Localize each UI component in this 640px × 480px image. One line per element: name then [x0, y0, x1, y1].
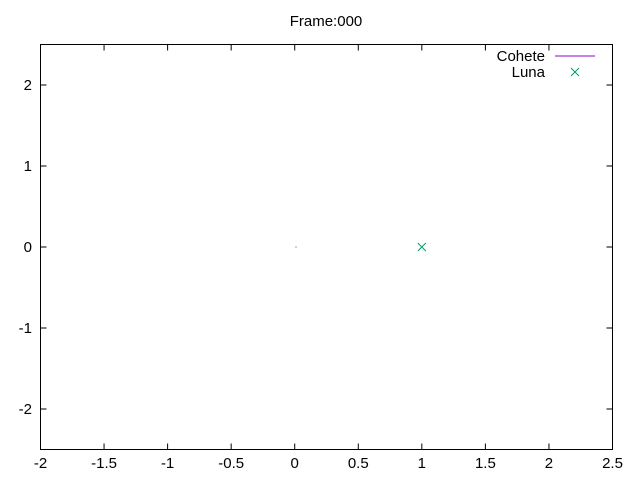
x-tick-label: 1	[418, 455, 426, 472]
y-tick-label: 2	[24, 77, 32, 94]
x-tick-label: 2.5	[602, 455, 623, 472]
x-axis: -2 -1.5 -1 -0.5 0 0.5 1 1.5 2 2.5	[34, 44, 623, 472]
y-axis: -2 -1 0 1 2	[19, 77, 613, 418]
plot-border	[40, 44, 613, 450]
x-tick-label: 2	[545, 455, 553, 472]
legend-label-cohete: Cohete	[497, 48, 545, 65]
y-tick-label: -1	[19, 320, 32, 337]
y-tick-label: 1	[24, 158, 32, 175]
x-tick-label: -0.5	[218, 455, 244, 472]
plot-area	[295, 242, 427, 252]
legend-label-luna: Luna	[512, 64, 546, 81]
x-tick-label: -1	[161, 455, 174, 472]
x-tick-label: 0.5	[348, 455, 369, 472]
chart-title: Frame:000	[290, 13, 363, 30]
x-tick-label: 1.5	[475, 455, 496, 472]
legend-swatch-luna	[570, 67, 580, 77]
y-tick-label: 0	[24, 239, 32, 256]
x-tick-label: 0	[291, 455, 299, 472]
data-point-luna	[417, 242, 427, 252]
x-tick-label: -1.5	[91, 455, 117, 472]
y-tick-label: -2	[19, 401, 32, 418]
x-tick-label: -2	[34, 455, 47, 472]
